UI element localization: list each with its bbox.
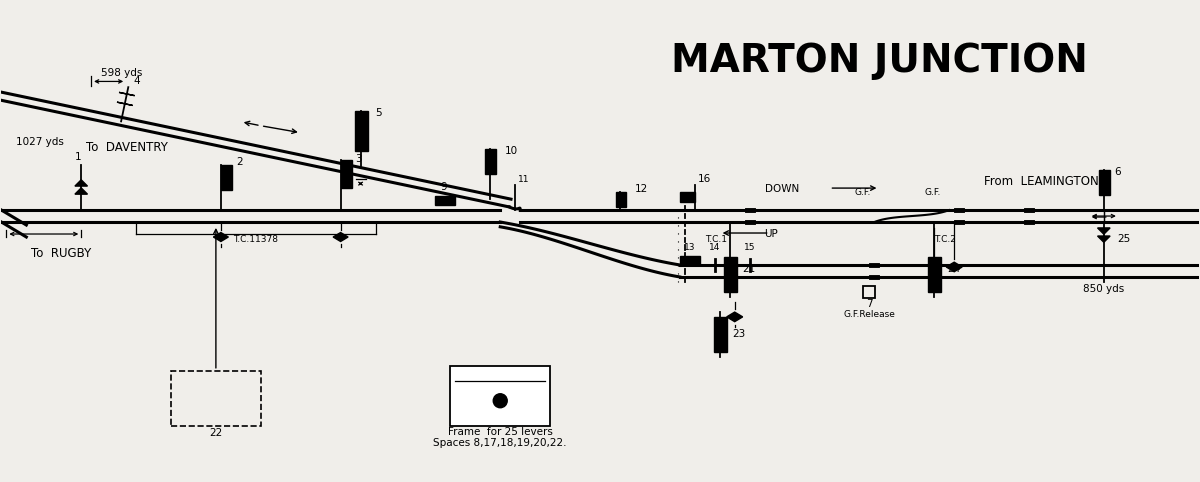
Text: 10: 10 bbox=[505, 146, 518, 156]
Polygon shape bbox=[1098, 236, 1110, 242]
Text: 1027 yds: 1027 yds bbox=[17, 137, 65, 147]
Bar bbox=[221, 165, 232, 190]
Text: T.C.2: T.C.2 bbox=[935, 235, 956, 244]
Text: MARTON JUNCTION: MARTON JUNCTION bbox=[671, 42, 1087, 80]
Bar bbox=[436, 196, 455, 205]
Text: To  RUGBY: To RUGBY bbox=[31, 247, 91, 260]
Bar bbox=[341, 160, 352, 187]
Bar bbox=[680, 256, 700, 264]
Text: T.C.11378: T.C.11378 bbox=[233, 235, 278, 244]
Polygon shape bbox=[74, 188, 88, 194]
Polygon shape bbox=[946, 262, 962, 272]
Text: 2: 2 bbox=[236, 157, 242, 167]
Polygon shape bbox=[1098, 228, 1110, 234]
Text: 14: 14 bbox=[709, 243, 720, 252]
Text: 1: 1 bbox=[74, 152, 82, 162]
Text: 21: 21 bbox=[743, 264, 756, 274]
Polygon shape bbox=[116, 102, 133, 106]
Bar bbox=[354, 111, 367, 151]
Text: Spaces 8,17,18,19,20,22.: Spaces 8,17,18,19,20,22. bbox=[433, 438, 566, 448]
Text: 23: 23 bbox=[733, 329, 746, 339]
Polygon shape bbox=[727, 312, 743, 321]
Bar bbox=[1099, 170, 1110, 195]
Text: 13: 13 bbox=[684, 243, 696, 252]
Circle shape bbox=[493, 394, 508, 408]
Bar bbox=[680, 192, 695, 202]
Text: G.F.Release: G.F.Release bbox=[844, 310, 895, 319]
Bar bbox=[929, 257, 941, 292]
Text: 4: 4 bbox=[134, 76, 140, 86]
Text: 16: 16 bbox=[697, 174, 712, 184]
Text: G.F.: G.F. bbox=[854, 188, 871, 197]
Text: 25: 25 bbox=[1117, 234, 1130, 244]
Text: 11: 11 bbox=[518, 175, 529, 184]
Text: From  LEAMINGTON: From LEAMINGTON bbox=[984, 175, 1099, 188]
Text: DOWN: DOWN bbox=[764, 184, 799, 194]
Text: UP: UP bbox=[764, 229, 779, 239]
Text: 6: 6 bbox=[1114, 167, 1121, 177]
Text: Frame  for 25 levers: Frame for 25 levers bbox=[448, 427, 553, 437]
Polygon shape bbox=[119, 93, 134, 95]
Bar bbox=[714, 317, 727, 352]
Text: 598 yds: 598 yds bbox=[101, 68, 143, 79]
Text: 15: 15 bbox=[744, 243, 756, 252]
Text: 9: 9 bbox=[440, 182, 446, 192]
Text: 3: 3 bbox=[355, 154, 362, 164]
Text: T.C.1: T.C.1 bbox=[704, 235, 727, 244]
Polygon shape bbox=[74, 180, 88, 186]
Bar bbox=[724, 257, 737, 292]
Text: 22: 22 bbox=[209, 428, 222, 438]
Text: 7: 7 bbox=[866, 299, 872, 309]
Bar bbox=[863, 286, 875, 298]
Text: To  DAVENTRY: To DAVENTRY bbox=[86, 141, 168, 154]
Text: G.F.: G.F. bbox=[924, 188, 941, 197]
Polygon shape bbox=[334, 232, 348, 241]
Text: 5: 5 bbox=[376, 108, 382, 118]
Text: 24: 24 bbox=[947, 264, 960, 274]
Bar bbox=[450, 366, 550, 426]
Bar bbox=[485, 149, 497, 174]
Text: 850 yds: 850 yds bbox=[1084, 284, 1124, 294]
Bar bbox=[170, 371, 260, 426]
Bar bbox=[616, 192, 626, 207]
Text: 12: 12 bbox=[635, 184, 648, 194]
Polygon shape bbox=[214, 232, 228, 241]
